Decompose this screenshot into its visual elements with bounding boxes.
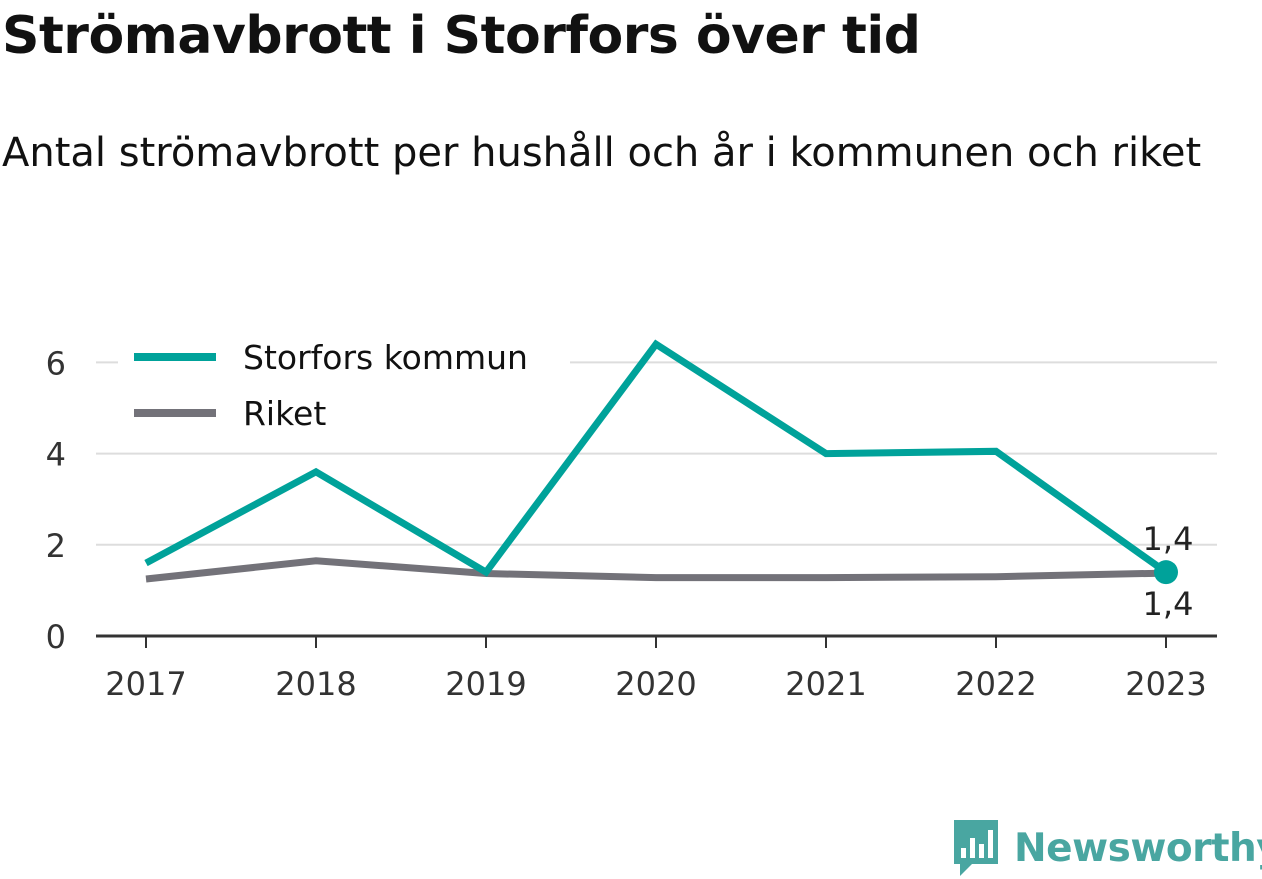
x-tick-label-2022: 2022 [955,665,1036,703]
legend-label-riket: Riket [243,394,326,433]
legend-label-storfors-kommun: Storfors kommun [243,338,528,377]
series-line-storfors-kommun [144,339,1169,577]
x-tick-label-2017: 2017 [105,665,186,703]
x-tick-label-2019: 2019 [445,665,526,703]
y-tick-label-0: 0 [46,618,66,656]
x-tick-label-2020: 2020 [615,665,696,703]
chart-title: Strömavbrott i Storfors över tid [2,6,921,66]
y-tick-label-6: 6 [46,344,66,382]
legend-background [118,330,570,440]
end-marker-storfors-2023 [1154,560,1178,585]
data-label-riket-2023: 1,4 [1143,585,1194,623]
brand-logo: Newsworthy [950,818,1262,878]
data-label-storfors-kommun-2023: 1,4 [1143,520,1194,558]
y-tick-label-4: 4 [46,436,66,474]
x-tick-label-2021: 2021 [785,665,866,703]
series-line-riket [145,557,1167,583]
chart-subtitle: Antal strömavbrott per hushåll och år i … [2,130,1202,176]
brand-name: Newsworthy [1014,825,1262,871]
y-tick-label-2: 2 [46,527,66,565]
newsworthy-chart-badge-icon [954,820,998,876]
x-tick-label-2018: 2018 [275,665,356,703]
x-tick-label-2023: 2023 [1125,665,1206,703]
